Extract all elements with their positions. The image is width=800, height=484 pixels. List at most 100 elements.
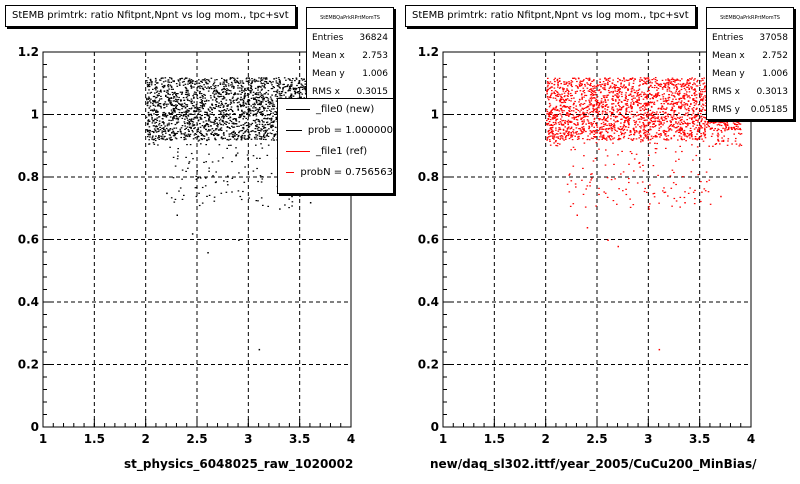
data-point: [232, 110, 234, 111]
data-point: [213, 91, 215, 92]
data-point: [201, 119, 203, 120]
data-point: [594, 131, 596, 132]
data-point: [243, 98, 245, 99]
data-point: [629, 112, 631, 113]
data-point: [578, 110, 580, 111]
data-point: [267, 118, 269, 119]
data-point: [242, 99, 244, 100]
data-point: [555, 130, 557, 131]
data-point: [633, 102, 635, 103]
data-point: [238, 94, 240, 95]
data-point: [700, 113, 702, 114]
data-point: [599, 133, 601, 134]
data-point: [256, 139, 258, 140]
data-point: [669, 90, 671, 91]
data-point: [631, 153, 633, 154]
data-point: [163, 87, 165, 88]
data-point: [670, 175, 672, 176]
data-point: [284, 77, 286, 78]
data-point: [685, 113, 687, 114]
data-point: [557, 136, 559, 137]
data-point: [660, 126, 662, 127]
data-point: [691, 119, 693, 120]
data-point: [559, 88, 561, 89]
data-point: [250, 85, 252, 86]
data-point: [602, 119, 604, 120]
data-point: [241, 92, 243, 93]
data-point: [264, 118, 266, 119]
data-point: [218, 134, 220, 135]
data-point: [228, 145, 230, 146]
data-point: [549, 125, 551, 126]
data-point: [651, 79, 653, 80]
data-point: [173, 98, 175, 99]
data-point: [147, 120, 149, 121]
data-point: [256, 80, 258, 81]
data-point: [650, 139, 652, 140]
data-point: [151, 117, 153, 118]
data-point: [157, 95, 159, 96]
data-point: [198, 109, 200, 110]
data-point: [598, 139, 600, 140]
data-point: [187, 126, 189, 127]
data-point: [703, 132, 705, 133]
data-point: [208, 171, 210, 172]
data-point: [289, 87, 291, 88]
data-point: [265, 139, 267, 140]
data-point: [255, 122, 257, 123]
data-point: [238, 132, 240, 133]
data-point: [154, 110, 156, 111]
data-point: [245, 90, 247, 91]
data-point: [724, 121, 726, 122]
data-point: [234, 123, 236, 124]
data-point: [237, 85, 239, 86]
data-point: [581, 127, 583, 128]
data-point: [663, 108, 665, 109]
data-point: [589, 185, 591, 186]
data-point: [654, 85, 656, 86]
data-point: [624, 100, 626, 101]
data-point: [675, 92, 677, 93]
data-point: [613, 103, 615, 104]
data-point: [191, 108, 193, 109]
data-point: [555, 122, 557, 123]
data-point: [646, 109, 648, 110]
data-point: [653, 165, 655, 166]
data-point: [154, 144, 156, 145]
data-point: [679, 207, 681, 208]
data-point: [215, 128, 217, 129]
data-point: [552, 131, 554, 132]
data-point: [212, 84, 214, 85]
data-point: [553, 79, 555, 80]
data-point: [186, 144, 188, 145]
data-point: [673, 126, 675, 127]
data-point: [598, 106, 600, 107]
data-point: [586, 95, 588, 96]
data-point: [272, 122, 274, 123]
data-point: [721, 121, 723, 122]
data-point: [685, 114, 687, 115]
data-point: [607, 115, 609, 116]
data-point: [612, 91, 614, 92]
data-point: [635, 126, 637, 127]
data-point: [190, 86, 192, 87]
data-point: [677, 117, 679, 118]
data-point: [667, 103, 669, 104]
data-point: [253, 106, 255, 107]
data-point: [546, 93, 548, 94]
data-point: [689, 118, 691, 119]
data-point: [594, 109, 596, 110]
data-point: [556, 137, 558, 138]
data-point: [208, 139, 210, 140]
data-point: [269, 114, 271, 115]
data-point: [256, 126, 258, 127]
data-point: [231, 132, 233, 133]
data-point: [176, 123, 178, 124]
data-point: [616, 91, 618, 92]
data-point: [180, 92, 182, 93]
data-point: [581, 97, 583, 98]
data-point: [268, 128, 270, 129]
data-point: [248, 77, 250, 78]
data-point: [701, 106, 703, 107]
data-point: [292, 78, 294, 79]
